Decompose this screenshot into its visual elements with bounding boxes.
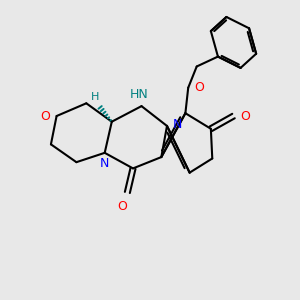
Text: O: O (241, 110, 250, 122)
Text: N: N (173, 118, 183, 131)
Text: N: N (100, 157, 110, 170)
Text: O: O (194, 81, 204, 94)
Text: O: O (40, 110, 50, 122)
Text: HN: HN (129, 88, 148, 101)
Text: H: H (91, 92, 99, 102)
Text: O: O (117, 200, 127, 212)
